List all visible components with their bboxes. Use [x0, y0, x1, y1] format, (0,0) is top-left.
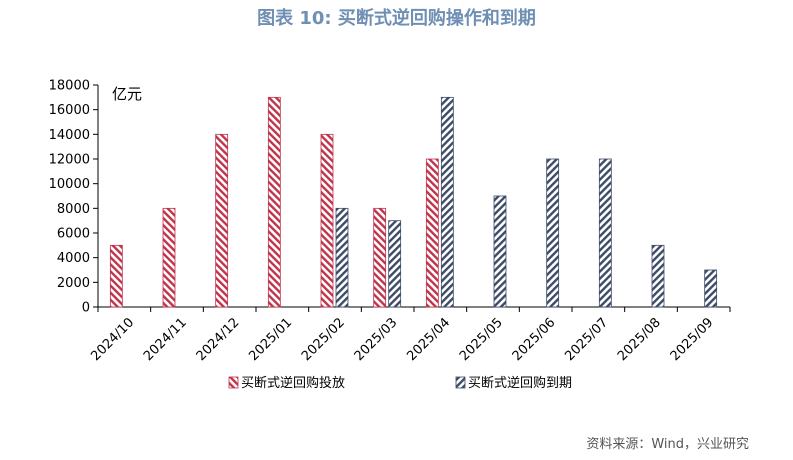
bar-injection: [373, 207, 387, 308]
bar-injection: [215, 133, 229, 308]
y-tick-label: 14000: [49, 128, 90, 143]
y-axis: 0 2000 4000 6000 8000 10000 12000 14000 16000 180…: [49, 79, 99, 316]
legend: 买断式逆回购投放 买断式逆回购到期: [228, 375, 572, 391]
x-tick-label: 2024/11: [141, 315, 190, 364]
x-tick-label: 2024/12: [194, 315, 243, 364]
bar-maturity: [704, 269, 718, 308]
bar-maturity: [546, 158, 560, 308]
source-note: 资料来源：Wind，兴业研究: [586, 437, 749, 452]
x-tick-label: 2025/03: [352, 315, 401, 364]
bar-injection: [320, 133, 334, 308]
bar-injection: [162, 207, 176, 308]
x-tick-label: 2025/04: [404, 315, 453, 364]
x-tick-label: 2024/10: [88, 315, 137, 364]
x-tick-label: 2025/02: [299, 315, 348, 364]
x-tick-label: 2025/05: [457, 315, 506, 364]
x-tick-label: 2025/07: [562, 315, 611, 364]
y-tick-label: 2000: [57, 276, 90, 291]
legend-label: 买断式逆回购到期: [468, 375, 572, 391]
bar-injection: [109, 244, 123, 308]
bar-maturity: [440, 96, 454, 308]
bar-injection: [267, 96, 281, 308]
x-tick-label: 2025/08: [615, 315, 664, 364]
y-tick-label: 4000: [57, 251, 90, 266]
y-tick-label: 16000: [49, 103, 90, 118]
unit-label: 亿元: [112, 85, 142, 103]
bar-maturity: [493, 195, 507, 308]
y-tick-label: 12000: [49, 153, 90, 168]
y-tick-label: 18000: [49, 79, 90, 94]
x-tick-label: 2025/09: [668, 315, 717, 364]
y-tick-label: 0: [82, 301, 90, 316]
y-tick-label: 8000: [57, 202, 90, 217]
bar-maturity: [335, 207, 349, 308]
bar-maturity: [651, 244, 665, 308]
x-axis: 2024/10 2024/11 2024/12 2025/01 2025/02 2025/…: [88, 306, 731, 364]
bar-injection: [425, 158, 439, 308]
x-tick-label: 2025/06: [510, 315, 559, 364]
legend-label: 买断式逆回购投放: [241, 375, 345, 391]
y-tick-label: 6000: [57, 227, 90, 242]
figure-title: 图表 10: 买断式逆回购操作和到期: [257, 8, 536, 29]
bars: [109, 96, 718, 308]
y-tick-label: 10000: [49, 177, 90, 192]
bar-maturity: [388, 220, 402, 308]
legend-swatch: [455, 376, 466, 389]
legend-swatch: [228, 376, 239, 389]
x-tick-label: 2025/01: [246, 315, 295, 364]
bar-maturity: [598, 158, 612, 308]
